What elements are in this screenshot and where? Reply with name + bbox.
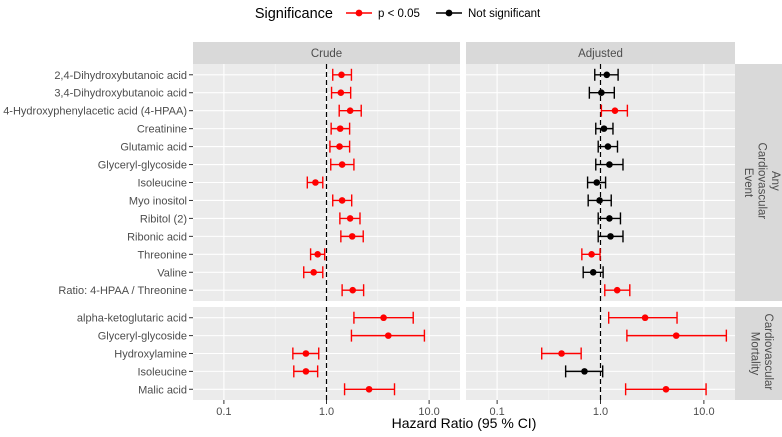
- strip-cv-mortality-label: Cardiovascular Mortality: [749, 314, 775, 394]
- hr-point: [593, 179, 601, 186]
- y-axis-label: Glutamic acid: [120, 142, 187, 154]
- strip-any-cv-line-3: Event: [742, 168, 754, 198]
- hr-point: [312, 179, 319, 186]
- hr-point: [558, 350, 565, 357]
- y-axis-label: 2,4-Dihydroxybutanoic acid: [54, 70, 187, 82]
- y-axis-label: Isoleucine: [137, 366, 187, 378]
- y-axis-label: Hydroxylamine: [114, 349, 187, 361]
- hr-point: [380, 314, 387, 322]
- hr-point: [384, 332, 392, 339]
- hr-point: [606, 215, 613, 222]
- hr-point: [348, 233, 356, 240]
- hr-point: [613, 286, 621, 294]
- strip-cv-mortality-line-2: Mortality: [749, 332, 761, 376]
- x-tick-label: 0.1: [489, 406, 504, 418]
- legend: Significance p < 0.05 Not significant: [255, 6, 541, 22]
- strip-any-cv-line-1: Any: [769, 171, 781, 191]
- y-axis-label: alpha-ketoglutaric acid: [77, 313, 187, 325]
- hr-point: [581, 368, 588, 375]
- hr-point: [598, 89, 605, 97]
- x-tick-label: 1.0: [593, 406, 608, 418]
- hr-point: [302, 350, 310, 357]
- hr-point: [600, 125, 608, 132]
- data-marks: [292, 68, 728, 396]
- hr-point: [302, 368, 310, 375]
- strip-any-cv-bg: [735, 64, 782, 301]
- hr-point: [338, 161, 346, 168]
- hr-point: [336, 125, 344, 132]
- y-axis-labels: 2,4-Dihydroxybutanoic acid 3,4-Dihydroxyb…: [3, 70, 193, 396]
- y-axis-label: Threonine: [137, 249, 187, 261]
- strip-crude-bg: [193, 42, 460, 64]
- hr-point: [588, 251, 595, 258]
- y-axis-label: Creatinine: [137, 124, 187, 136]
- hr-point: [346, 107, 354, 114]
- hr-point: [336, 143, 343, 150]
- y-axis-label: Glyceryl-glycoside: [98, 331, 187, 343]
- hr-point: [596, 197, 603, 204]
- hr-point: [349, 286, 356, 294]
- hr-point: [314, 251, 321, 258]
- y-axis-label: Myo inositol: [129, 195, 187, 207]
- hr-point: [338, 197, 346, 204]
- hr-point: [310, 268, 317, 276]
- strip-cv-mortality-bg: [735, 307, 782, 400]
- hr-point: [641, 314, 649, 322]
- legend-title: Significance: [255, 6, 333, 22]
- x-tick-label: 0.1: [216, 406, 231, 418]
- hr-point: [338, 71, 345, 79]
- hr-point: [365, 385, 373, 393]
- hr-point: [603, 71, 611, 79]
- hr-point: [337, 89, 345, 97]
- legend-point-significant: [355, 9, 363, 17]
- strip-any-cv-line-2: Cardiovascular: [756, 143, 768, 220]
- y-axis-label: Ribitol (2): [140, 213, 187, 225]
- legend-label-not-significant: Not significant: [468, 8, 541, 20]
- x-axis-ticks: 0.1 1.0 10.0 0.1 1.0 10.0: [216, 400, 715, 418]
- hr-point: [589, 268, 597, 276]
- hr-point: [672, 332, 680, 339]
- hr-point: [346, 215, 354, 222]
- legend-label-significant: p < 0.05: [378, 8, 420, 20]
- hr-point: [606, 161, 613, 168]
- strip-cv-mortality-line-1: Cardiovascular: [762, 314, 774, 391]
- hr-point: [604, 143, 612, 150]
- y-axis-label: Glyceryl-glycoside: [98, 160, 187, 172]
- y-axis-label: Isoleucine: [137, 178, 187, 190]
- y-axis-label: 3,4-Dihydroxybutanoic acid: [54, 88, 187, 100]
- x-tick-label: 1.0: [319, 406, 334, 418]
- legend-point-not-significant: [445, 9, 453, 17]
- x-tick-label: 10.0: [693, 406, 714, 418]
- strip-adjusted-bg: [466, 42, 735, 64]
- y-axis-label: 4-Hydroxyphenylacetic acid (4-HPAA): [3, 106, 187, 118]
- hr-point: [611, 107, 619, 114]
- y-axis-label: Ribonic acid: [127, 231, 187, 243]
- hr-point: [607, 233, 614, 240]
- strip-crude-label: Crude: [311, 48, 342, 60]
- strip-adjusted-label: Adjusted: [578, 48, 623, 60]
- y-axis-label: Valine: [157, 267, 187, 279]
- x-axis-title: Hazard Ratio (95 % CI): [392, 415, 537, 431]
- strip-any-cv-label: Any Cardiovascular Event: [742, 143, 781, 223]
- hr-point: [662, 385, 670, 393]
- y-axis-label: Malic acid: [138, 384, 187, 396]
- y-axis-label: Ratio: 4-HPAA / Threonine: [58, 285, 187, 297]
- x-tick-label: 10.0: [418, 406, 439, 418]
